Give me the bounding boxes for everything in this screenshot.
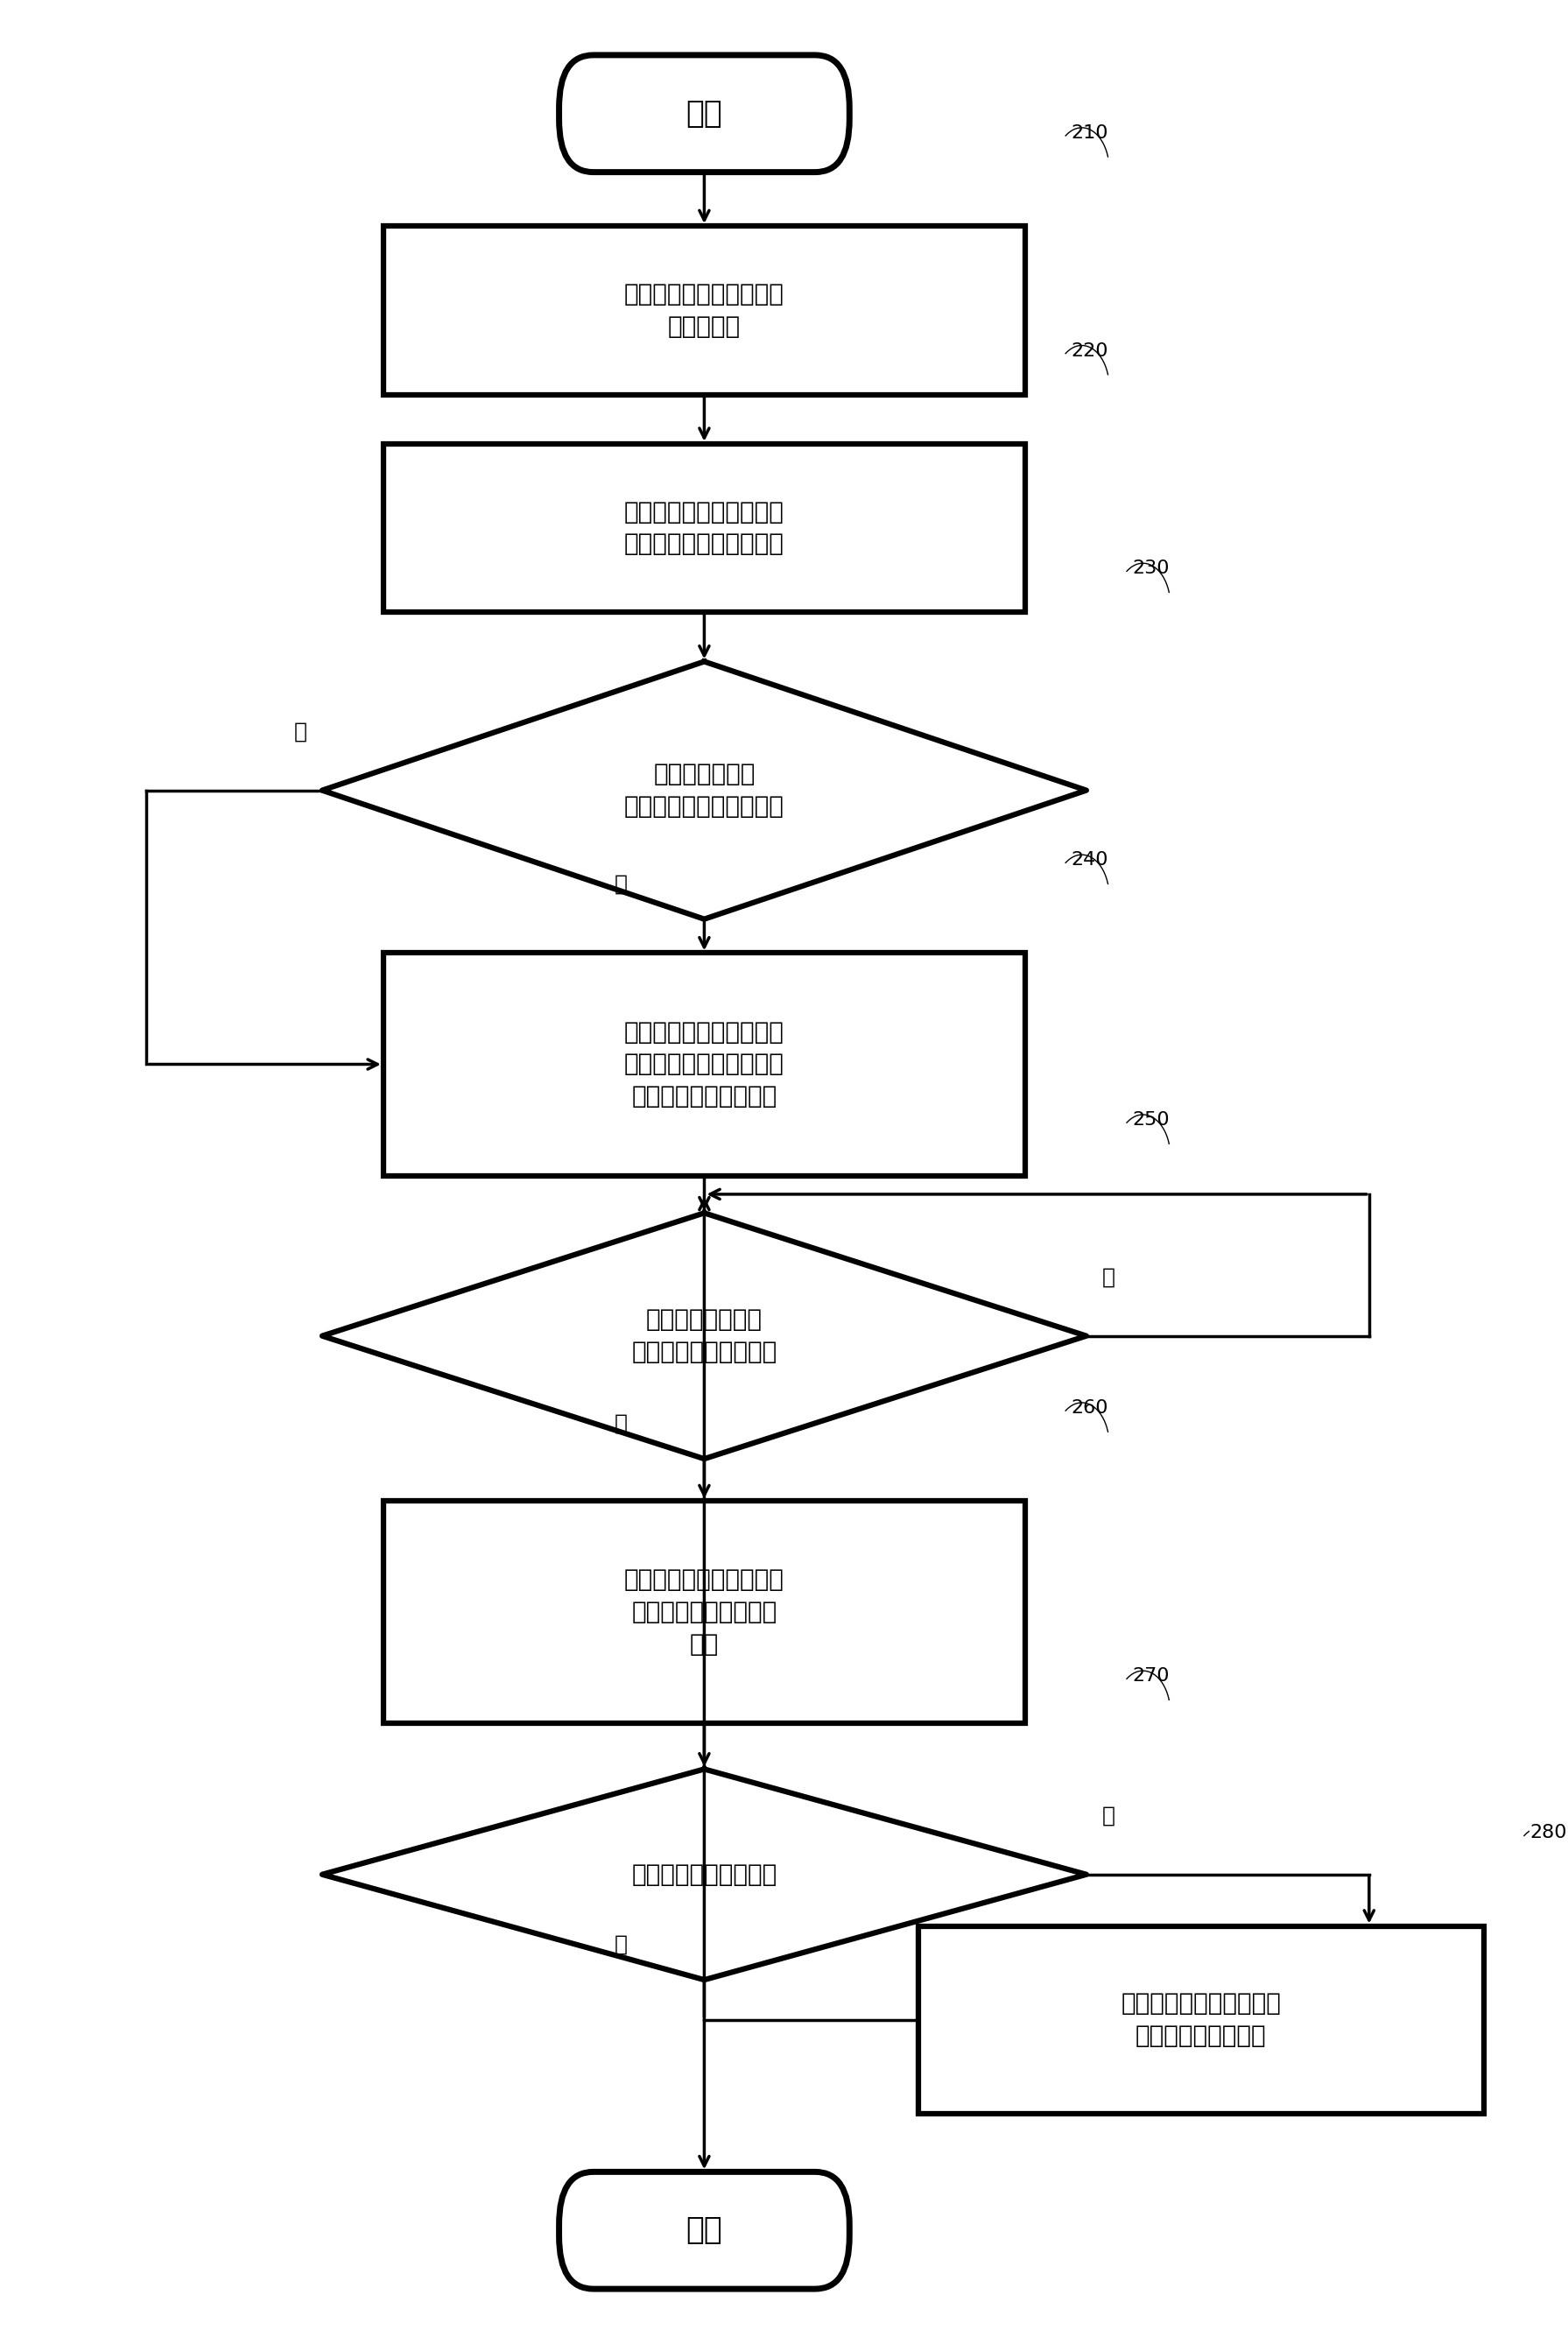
Text: 将该测量结果和该测量结
果相关联的信息保存在
本地: 将该测量结果和该测量结 果相关联的信息保存在 本地 [624, 1568, 784, 1657]
Bar [383, 443, 1025, 612]
Bar [919, 1927, 1483, 2114]
Text: 270: 270 [1132, 1667, 1170, 1685]
Text: 继续测量指定的下行公共
信道的指定测量项目: 继续测量指定的下行公共 信道的指定测量项目 [1121, 1992, 1281, 2049]
Text: 否: 否 [1102, 1266, 1115, 1287]
Text: 240: 240 [1071, 851, 1109, 870]
Text: 判断本次测量是否结束: 判断本次测量是否结束 [632, 1861, 778, 1887]
Bar [383, 225, 1025, 394]
Text: 280: 280 [1529, 1824, 1566, 1842]
Polygon shape [321, 1212, 1087, 1458]
Text: 是: 是 [615, 1413, 627, 1435]
Text: 否: 否 [293, 722, 307, 743]
Text: 230: 230 [1132, 560, 1170, 577]
Text: 网络侧下发测量下行公共
信道的指示: 网络侧下发测量下行公共 信道的指示 [624, 281, 784, 338]
Text: 220: 220 [1071, 342, 1109, 359]
Text: 是: 是 [615, 874, 627, 895]
FancyBboxPatch shape [560, 54, 850, 171]
Bar [383, 954, 1025, 1174]
Text: 是: 是 [615, 1934, 627, 1955]
Polygon shape [321, 1770, 1087, 1981]
Text: 否: 否 [1102, 1805, 1115, 1826]
Text: 210: 210 [1071, 124, 1109, 141]
Text: 260: 260 [1071, 1399, 1109, 1416]
Text: 移动终端在满足测量时机
时，触发测量指定下行公
共信道的指定测量项目: 移动终端在满足测量时机 时，触发测量指定下行公 共信道的指定测量项目 [624, 1020, 784, 1109]
Polygon shape [321, 661, 1087, 919]
Text: 该移动终端满足
该测量指示中的终端条件: 该移动终端满足 该测量指示中的终端条件 [624, 762, 784, 818]
Text: 结束: 结束 [685, 2215, 723, 2246]
Text: 开始: 开始 [685, 98, 723, 129]
Text: 移动终端从广播信道接收
该下行公共信道测量指示: 移动终端从广播信道接收 该下行公共信道测量指示 [624, 499, 784, 556]
Text: 判断测量结果是否
满足测量结果保存条件: 判断测量结果是否 满足测量结果保存条件 [632, 1308, 778, 1364]
Text: 250: 250 [1132, 1111, 1170, 1130]
FancyBboxPatch shape [560, 2173, 850, 2290]
Bar [383, 1500, 1025, 1723]
